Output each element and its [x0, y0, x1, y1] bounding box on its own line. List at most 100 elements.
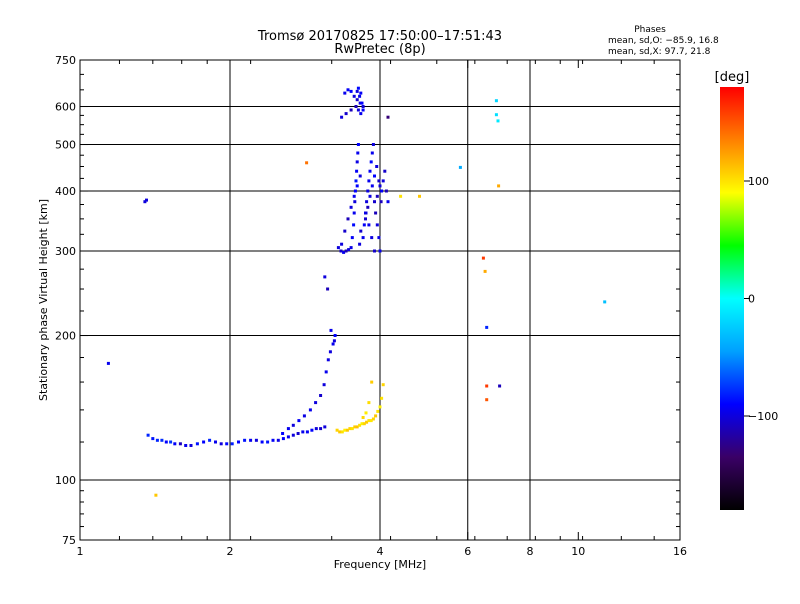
data-point [386, 115, 390, 119]
data-point [355, 98, 359, 102]
data-point [335, 428, 339, 432]
data-point [369, 419, 373, 423]
x-tick-label: 1 [77, 545, 84, 558]
data-point [160, 438, 164, 442]
data-point [347, 248, 351, 252]
data-point [349, 89, 353, 93]
data-point [342, 250, 346, 254]
data-point [353, 189, 357, 193]
data-point [361, 416, 365, 419]
grid [80, 60, 680, 540]
data-point [305, 430, 309, 434]
data-point [384, 189, 388, 193]
data-point [367, 401, 371, 405]
data-point [374, 211, 378, 215]
data-point [346, 88, 350, 92]
data-point [302, 414, 306, 418]
data-point [360, 101, 364, 105]
data-point [483, 269, 487, 273]
y-tick-label: 500 [55, 139, 76, 152]
x-tick-label: 16 [673, 545, 687, 558]
x-tick-label: 4 [377, 545, 384, 558]
data-point [361, 105, 365, 108]
data-point [496, 119, 500, 123]
data-point [326, 287, 330, 291]
data-point [340, 242, 344, 246]
data-point [378, 405, 382, 409]
y-axis-ticks: 75 100 200 300 400 500 600 750 [55, 54, 680, 547]
data-point [352, 223, 356, 227]
data-point [380, 189, 384, 193]
data-point [355, 89, 359, 93]
data-point [359, 112, 363, 116]
data-point [355, 169, 359, 173]
data-point [356, 143, 360, 146]
data-point [358, 423, 362, 427]
data-point [286, 435, 290, 439]
data-point [375, 223, 379, 227]
data-point [365, 420, 369, 424]
colorbar-ticks: 100 0 −100 [744, 175, 778, 423]
data-point [314, 401, 318, 405]
data-point [358, 101, 362, 105]
data-point [237, 440, 240, 444]
data-point [383, 169, 387, 173]
y-tick-label: 200 [55, 330, 76, 343]
colorbar [720, 87, 744, 510]
data-point [345, 428, 349, 432]
data-point [418, 194, 421, 198]
data-point [365, 200, 369, 204]
data-point [355, 184, 359, 188]
chart-title: Tromsø 20170825 17:50:00–17:51:43 [257, 29, 502, 44]
data-point [381, 179, 385, 183]
chart-subtitle: RwPretec (8p) [334, 42, 425, 57]
x-axis-ticks: 1 2 4 6 8 10 16 [77, 60, 687, 558]
data-point [297, 419, 301, 423]
data-point [371, 417, 375, 421]
data-point [377, 236, 381, 240]
y-axis-label: Stationary phase Virtual Height [km] [37, 199, 50, 401]
data-point [296, 432, 300, 435]
data-point [364, 217, 367, 221]
data-point [373, 200, 376, 204]
colorbar-tick-label: 100 [748, 175, 769, 188]
data-point [485, 325, 489, 329]
x-tick-label: 2 [227, 545, 234, 558]
data-point [333, 334, 337, 337]
data-point [377, 179, 381, 183]
data-point [485, 384, 489, 388]
data-point [343, 229, 347, 233]
y-tick-label: 600 [55, 101, 76, 114]
data-point [319, 394, 323, 397]
data-point [324, 370, 328, 374]
data-point [362, 422, 366, 426]
x-axis-label: Frequency [MHz] [334, 558, 426, 571]
data-point [374, 414, 378, 418]
data-point [329, 328, 333, 332]
data-point [286, 427, 290, 431]
data-point [458, 165, 462, 169]
data-point [305, 161, 309, 165]
data-point [195, 442, 199, 446]
data-point [370, 380, 374, 384]
data-point [497, 184, 501, 188]
data-point [353, 425, 357, 429]
data-point [310, 428, 314, 432]
data-point [155, 438, 159, 442]
data-point [254, 438, 258, 442]
x-tick-label: 6 [464, 545, 471, 558]
data-point [376, 409, 380, 413]
data-point [301, 430, 305, 434]
data-point [344, 112, 348, 116]
data-point [378, 184, 382, 188]
data-point [378, 249, 382, 253]
data-point [358, 94, 362, 98]
data-point [356, 86, 360, 90]
data-point [323, 425, 327, 429]
data-point [353, 200, 357, 204]
data-point [173, 442, 177, 446]
data-point [145, 198, 148, 202]
data-point [354, 105, 358, 108]
data-point [603, 300, 607, 304]
